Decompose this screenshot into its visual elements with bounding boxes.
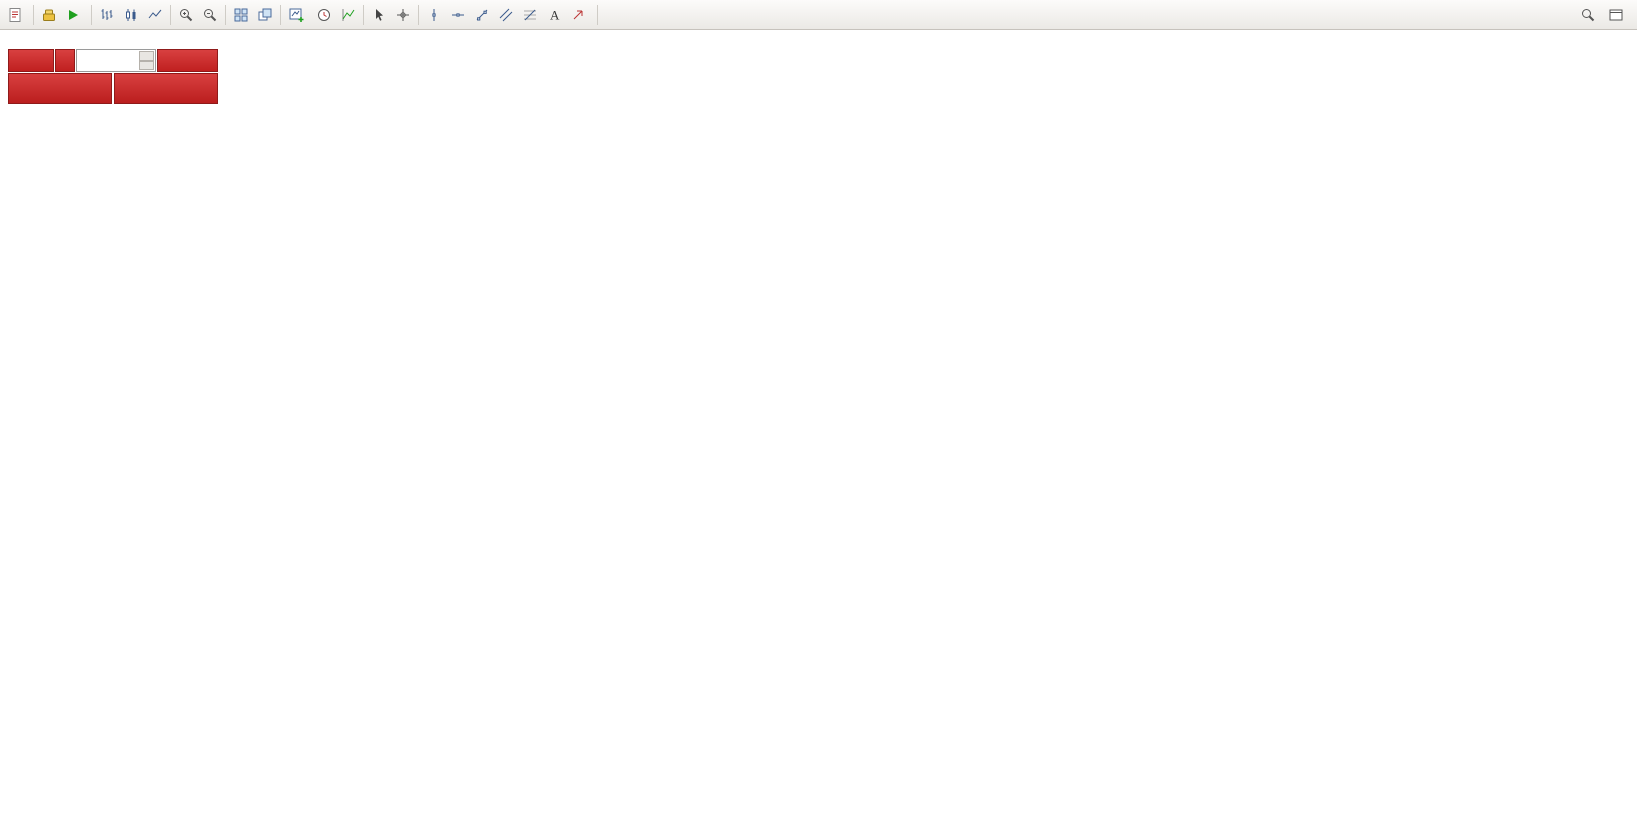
tile-windows-icon (234, 8, 248, 21)
trade-panel-top-row (8, 49, 218, 72)
volume-dropdown-button[interactable] (55, 49, 75, 72)
chart-canvas[interactable] (0, 30, 1637, 816)
vertical-line-icon (432, 8, 436, 21)
line-chart-button[interactable] (143, 3, 167, 27)
line-chart-icon (148, 9, 162, 18)
toolbar-separator (91, 4, 92, 25)
cursor-tool-button[interactable] (367, 3, 391, 27)
text-tool-button[interactable]: A (542, 3, 566, 27)
main-toolbar: A (0, 0, 1637, 30)
channel-tool-button[interactable] (494, 3, 518, 27)
trendline-tool-button[interactable] (470, 3, 494, 27)
new-chart-icon (289, 8, 304, 22)
clock-icon (318, 8, 330, 21)
popup-window-icon (1609, 9, 1623, 20)
candlestick-chart-icon (126, 8, 136, 21)
expert-advisor-icon (43, 9, 55, 21)
volume-increase-button[interactable] (139, 51, 154, 61)
autotrading-play-icon (69, 9, 78, 20)
toolbar-separator (280, 4, 281, 25)
volume-field (76, 49, 156, 72)
channel-icon (499, 8, 513, 21)
volume-decrease-button[interactable] (139, 60, 154, 70)
buy-price-button[interactable] (114, 73, 218, 104)
search-icon (1582, 8, 1595, 21)
toolbar-separator (170, 4, 171, 25)
trendline-icon (476, 9, 488, 21)
arrows-tool-button[interactable] (566, 3, 594, 27)
horizontal-line-icon (452, 12, 464, 17)
zoom-in-button[interactable] (174, 3, 198, 27)
svg-text:A: A (550, 7, 560, 22)
crosshair-tool-button[interactable] (391, 3, 415, 27)
new-order-icon (9, 7, 21, 22)
toolbar-separator (418, 4, 419, 25)
indicators-icon (342, 8, 355, 21)
cascade-windows-button[interactable] (253, 3, 277, 27)
fibonacci-tool-button[interactable] (518, 3, 542, 27)
volume-spinner (139, 51, 154, 70)
bar-chart-icon (101, 8, 113, 20)
toolbar-separator (597, 4, 598, 25)
new-chart-button[interactable] (284, 3, 312, 27)
bar-chart-button[interactable] (95, 3, 119, 27)
search-button[interactable] (1576, 3, 1600, 27)
horizontal-line-tool-button[interactable] (446, 3, 470, 27)
one-click-trading-panel (8, 49, 218, 104)
arrow-tool-icon (573, 10, 583, 19)
vertical-line-tool-button[interactable] (422, 3, 446, 27)
toolbar-separator (225, 4, 226, 25)
buy-button[interactable] (157, 49, 218, 72)
expert-advisor-button[interactable] (37, 3, 61, 27)
toolbar-separator (363, 4, 364, 25)
crosshair-icon (397, 8, 409, 21)
zoom-in-icon (180, 8, 193, 21)
cascade-windows-icon (258, 8, 272, 20)
tile-windows-button[interactable] (229, 3, 253, 27)
candlestick-chart-button[interactable] (119, 3, 143, 27)
toolbar-separator (33, 4, 34, 25)
zoom-out-icon (204, 8, 217, 21)
sell-button[interactable] (8, 49, 54, 72)
periods-button[interactable] (312, 3, 336, 27)
text-tool-icon: A (550, 7, 560, 22)
indicators-button[interactable] (336, 3, 360, 27)
chart-area (0, 30, 1637, 816)
zoom-out-button[interactable] (198, 3, 222, 27)
open-popup-button[interactable] (1604, 3, 1628, 27)
toolbar-right-group (1576, 3, 1634, 27)
volume-input[interactable] (77, 50, 141, 71)
autotrading-button[interactable] (61, 3, 88, 27)
new-order-button[interactable] (3, 3, 30, 27)
sell-price-button[interactable] (8, 73, 112, 104)
cursor-icon (376, 8, 383, 21)
fibonacci-icon (524, 9, 536, 20)
trade-panel-price-row (8, 73, 218, 104)
